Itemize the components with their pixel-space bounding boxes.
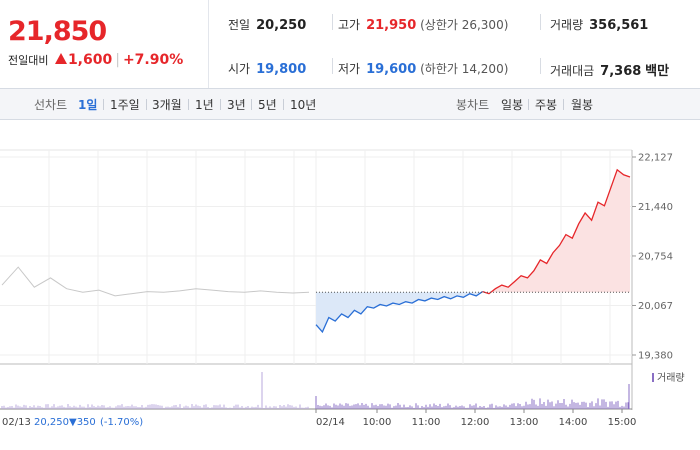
tab-3month[interactable]: 3개월 — [152, 98, 182, 112]
tab-weekly-candle[interactable]: 주봉 — [535, 98, 558, 112]
volume-bars — [1, 372, 630, 409]
tab-divider — [220, 99, 221, 110]
x-tick-label: 11:00 — [412, 417, 441, 428]
stat-note: (상한가 26,300) — [420, 18, 509, 32]
volume-legend-swatch — [652, 373, 654, 382]
above-prev-close-fill — [482, 169, 630, 294]
divider — [332, 14, 333, 30]
tab-divider — [188, 99, 189, 110]
y-tick-label: 19,380 — [638, 351, 673, 362]
prev-day-price-line — [1, 266, 310, 297]
today-price-line-up — [482, 168, 631, 295]
price-change: 전일대비 1,600 | +7.90% — [8, 52, 183, 68]
y-axis-ticks: 19,380 20,067 20,754 21,440 22,127 — [632, 153, 673, 362]
current-price-box: 21,850 전일대비 1,600 | +7.90% — [0, 0, 209, 88]
tab-divider — [563, 99, 564, 110]
x-tick-label: 15:00 — [608, 417, 637, 428]
prev-day-date: 02/13 — [2, 417, 31, 428]
candle-chart-title: 봉차트 — [456, 98, 490, 112]
y-tick-label: 20,754 — [638, 251, 673, 262]
stat-label: 시가 — [228, 62, 251, 76]
tab-3year[interactable]: 3년 — [227, 98, 246, 112]
divider — [332, 58, 333, 74]
stat-value: 19,800 — [256, 62, 307, 77]
tab-daily-candle[interactable]: 일봉 — [501, 98, 524, 112]
chart-period-tabs: 선차트 1일 1주일 3개월 1년 3년 5년 10년 봉차트 일봉 주봉 월봉 — [0, 89, 700, 120]
y-tick-label: 21,440 — [638, 202, 673, 213]
tab-10year[interactable]: 10년 — [290, 98, 317, 112]
divider — [540, 58, 541, 74]
stat-open: 시가 19,800 — [228, 60, 306, 77]
prev-day-change: ▼350 — [69, 417, 96, 428]
tab-divider — [283, 99, 284, 110]
stat-trade-amount: 거래대금 7,368 백만 — [550, 60, 669, 79]
today-price-line-down — [315, 291, 483, 334]
horizontal-gridlines — [0, 156, 632, 356]
stat-note: (하한가 14,200) — [420, 62, 509, 76]
tab-monthly-candle[interactable]: 월봉 — [571, 98, 594, 112]
tab-1year[interactable]: 1년 — [195, 98, 214, 112]
x-tick-label: 13:00 — [510, 417, 539, 428]
tab-divider — [528, 99, 529, 110]
below-prev-close-fill — [316, 291, 483, 332]
stat-high: 고가 21,950 (상한가 26,300) — [338, 16, 508, 33]
vertical-gridlines — [48, 150, 611, 364]
tab-divider — [146, 99, 147, 110]
stat-value: 7,368 — [600, 64, 642, 79]
x-tick-label: 02/14 — [316, 417, 345, 428]
divider — [540, 14, 541, 30]
y-tick-label: 20,067 — [638, 301, 673, 312]
stat-unit: 백만 — [645, 64, 670, 79]
tab-1day[interactable]: 1일 — [78, 98, 98, 112]
stat-prev-close: 전일 20,250 — [228, 16, 306, 33]
volume-legend-label: 거래량 — [657, 372, 685, 384]
stat-label: 고가 — [338, 18, 361, 32]
tab-divider — [103, 99, 104, 110]
x-tick-label: 14:00 — [559, 417, 588, 428]
x-tick-label: 12:00 — [461, 417, 490, 428]
prev-day-percent: (-1.70%) — [100, 417, 143, 428]
tab-5year[interactable]: 5년 — [258, 98, 277, 112]
change-amount: 1,600 — [67, 52, 113, 68]
quote-header: 21,850 전일대비 1,600 | +7.90% 전일 20,250 고가 21,9… — [0, 0, 700, 89]
tab-1week[interactable]: 1주일 — [110, 98, 140, 112]
stat-label: 거래량 — [550, 18, 584, 32]
stat-value: 21,950 — [366, 18, 417, 33]
x-axis-ticks: 02/14 10:00 11:00 12:00 13:00 14:00 15:00 — [315, 409, 637, 428]
stat-label: 거래대금 — [550, 64, 595, 78]
line-chart-title: 선차트 — [34, 98, 68, 112]
stat-low: 저가 19,600 (하한가 14,200) — [338, 60, 508, 77]
change-label: 전일대비 — [8, 54, 49, 67]
stat-volume: 거래량 356,561 — [550, 16, 648, 33]
tab-divider — [251, 99, 252, 110]
stat-value: 19,600 — [366, 62, 417, 77]
stat-value: 20,250 — [256, 18, 307, 33]
stat-label: 저가 — [338, 62, 361, 76]
change-percent: +7.90% — [122, 52, 184, 68]
stat-value: 356,561 — [589, 18, 649, 33]
y-tick-label: 22,127 — [638, 153, 673, 164]
prev-day-close: 20,250 — [34, 417, 69, 428]
change-separator: | — [115, 52, 120, 68]
up-triangle-icon — [54, 53, 67, 64]
current-price: 21,850 — [8, 16, 107, 47]
x-tick-label: 10:00 — [363, 417, 392, 428]
stat-label: 전일 — [228, 18, 251, 32]
